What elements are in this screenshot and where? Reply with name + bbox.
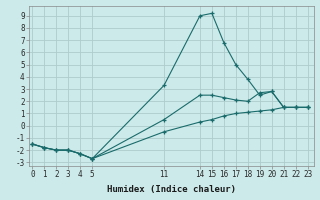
X-axis label: Humidex (Indice chaleur): Humidex (Indice chaleur) (107, 185, 236, 194)
